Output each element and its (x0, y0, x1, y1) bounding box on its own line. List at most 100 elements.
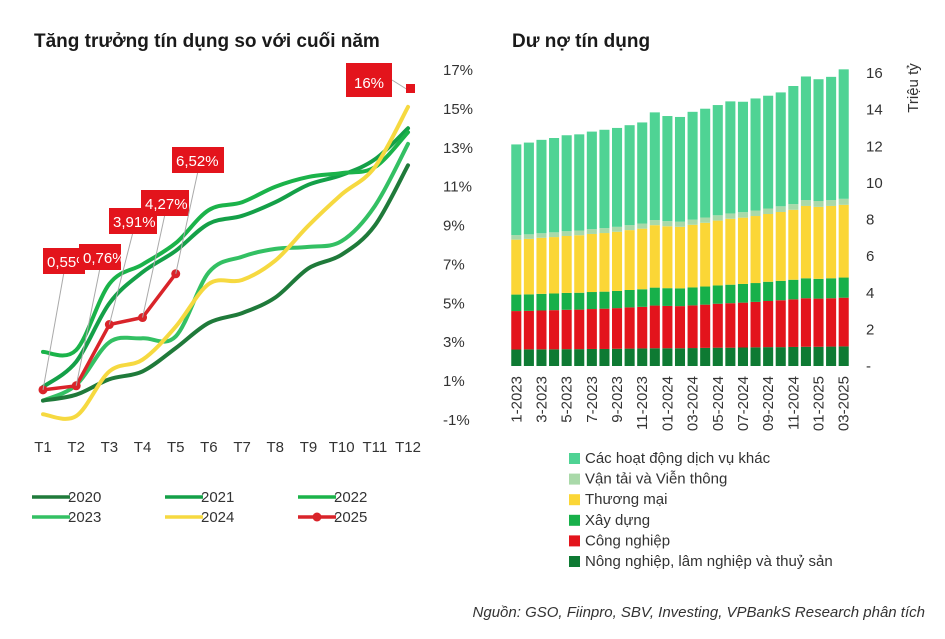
bar-segment (800, 298, 811, 347)
bar-segment (813, 346, 824, 366)
bar-segment (737, 302, 748, 348)
bar-y-tick: 8 (866, 212, 874, 229)
legend-label-2024: 2024 (201, 509, 234, 526)
bar-segment (523, 294, 534, 311)
bar-segment (599, 228, 610, 234)
bar-segment (523, 142, 534, 235)
bar-x-tick: 03-2025 (836, 376, 853, 431)
bar-segment (523, 310, 534, 350)
legend-marker (312, 512, 322, 522)
bar-segment (674, 288, 686, 307)
bar-segment (750, 210, 761, 217)
bar-segment (737, 101, 748, 213)
legend-swatch (569, 535, 580, 547)
bar-segment (750, 283, 761, 302)
bar-segment (561, 135, 572, 232)
line-x-tick: T2 (67, 439, 85, 456)
bar-segment (586, 309, 597, 349)
bar-x-tick: 01-2025 (811, 376, 828, 431)
data-label-leader (75, 267, 101, 386)
bar-x-tick: 01-2024 (659, 376, 676, 431)
bar-segment (763, 281, 774, 301)
bar-x-tick: 09-2024 (760, 376, 777, 431)
bar-segment (599, 233, 610, 292)
bar-segment (813, 206, 824, 279)
line-y-tick: 17% (443, 62, 473, 79)
bar-x-tick: 1-2023 (508, 376, 525, 423)
bar-x-tick: 03-2024 (685, 376, 702, 431)
bar-y-tick: 14 (866, 102, 883, 119)
bar-segment (826, 205, 837, 279)
bar-segment (712, 215, 723, 221)
data-label-leader (108, 231, 134, 325)
bar-segment (599, 291, 610, 309)
bar-segment (536, 310, 547, 350)
series-line-2024 (41, 104, 410, 421)
bar-segment (599, 348, 610, 366)
bar-segment (674, 226, 686, 289)
bar-segment (838, 204, 849, 278)
bar-segment (574, 235, 585, 293)
data-label-box (43, 248, 85, 274)
bar-segment (712, 347, 723, 366)
line-x-tick: T1 (34, 439, 52, 456)
bar-segment (536, 139, 547, 234)
legend-label: Thương mại (585, 491, 667, 508)
line-x-tick: T6 (200, 439, 218, 456)
data-label-box (141, 190, 189, 216)
legend-label-2022: 2022 (334, 489, 367, 506)
bar-segment (700, 217, 711, 223)
bar-x-tick: 11-2024 (785, 376, 802, 430)
bar-segment (586, 292, 597, 310)
bar-segment (649, 305, 660, 349)
bar-segment (788, 86, 799, 205)
data-label: 4,27% (145, 196, 188, 213)
source-note: Nguồn: GSO, Fiinpro, SBV, Investing, VPB… (473, 604, 925, 621)
line-y-tick: 5% (443, 295, 465, 312)
bar-segment (637, 223, 648, 229)
bar-segment (687, 111, 698, 220)
bar-segment (637, 306, 648, 349)
bar-segment (536, 293, 547, 311)
line-x-tick: T3 (101, 439, 119, 456)
data-label: 6,52% (176, 153, 219, 170)
bar-segment (687, 287, 698, 306)
bar-segment (775, 206, 786, 212)
line-x-tick: T12 (395, 439, 421, 456)
bar-segment (737, 347, 748, 366)
bar-segment (775, 280, 786, 301)
bar-segment (763, 214, 774, 282)
bar-y-tick: 2 (866, 321, 874, 338)
bar-chart-title: Dư nợ tín dụng (512, 31, 650, 52)
bar-segment (649, 287, 660, 306)
bar-y-tick: 4 (866, 285, 874, 302)
bar-segment (712, 105, 723, 216)
bar-segment (662, 116, 673, 222)
bar-segment (813, 298, 824, 347)
bar-segment (586, 131, 597, 230)
line-y-tick: -1% (443, 412, 470, 429)
bar-segment (813, 79, 824, 202)
bar-segment (700, 108, 711, 218)
bar-segment (586, 229, 597, 234)
legend-swatch (569, 473, 580, 485)
bar-segment (763, 347, 774, 366)
bar-segment (826, 278, 837, 299)
bar-segment (800, 346, 811, 366)
line-legend: 2020 2021 2022 2023 2024 2025 (32, 489, 367, 526)
bar-segment (561, 349, 572, 366)
bar-segment (725, 213, 736, 219)
bar-segment (574, 309, 585, 350)
legend-label: Công nghiệp (585, 532, 670, 549)
bar-segment (637, 228, 648, 290)
data-label: 0,76% (83, 250, 126, 267)
bar-segment (624, 125, 635, 226)
bar-segment (700, 304, 711, 348)
bar-segment (612, 290, 623, 309)
bar-segment (511, 311, 522, 350)
bar-segment (649, 112, 660, 221)
line-y-tick: 13% (443, 140, 473, 157)
line-x-tick: T7 (233, 439, 251, 456)
bar-segment (662, 305, 673, 349)
line-x-tick: T8 (267, 439, 285, 456)
